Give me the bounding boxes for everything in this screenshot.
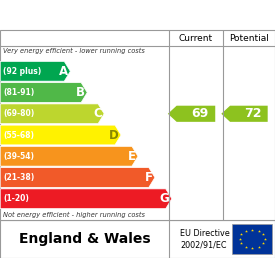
Polygon shape — [0, 146, 138, 166]
Text: B: B — [76, 86, 85, 99]
Text: Potential: Potential — [229, 34, 269, 43]
Text: (1-20): (1-20) — [3, 194, 29, 203]
Text: F: F — [145, 171, 153, 184]
Text: EU Directive
2002/91/EC: EU Directive 2002/91/EC — [180, 229, 230, 249]
Text: (92 plus): (92 plus) — [3, 67, 42, 76]
Text: Very energy efficient - lower running costs: Very energy efficient - lower running co… — [3, 48, 145, 54]
Text: E: E — [128, 150, 136, 163]
Bar — [232, 224, 272, 254]
Polygon shape — [0, 125, 121, 145]
Text: G: G — [160, 192, 170, 205]
Text: 72: 72 — [244, 107, 261, 120]
Text: 69: 69 — [191, 107, 208, 120]
Text: A: A — [59, 65, 68, 78]
Text: Not energy efficient - higher running costs: Not energy efficient - higher running co… — [3, 212, 145, 218]
Polygon shape — [0, 83, 87, 102]
Polygon shape — [168, 106, 215, 122]
Text: (21-38): (21-38) — [3, 173, 35, 182]
Text: (55-68): (55-68) — [3, 131, 34, 140]
Text: (39-54): (39-54) — [3, 152, 34, 161]
Polygon shape — [0, 189, 172, 209]
Polygon shape — [0, 104, 104, 124]
Polygon shape — [221, 106, 268, 122]
Text: D: D — [109, 128, 119, 141]
Text: Current: Current — [179, 34, 213, 43]
Text: (69-80): (69-80) — [3, 109, 35, 118]
Polygon shape — [0, 61, 70, 81]
Text: England & Wales: England & Wales — [19, 232, 150, 246]
Text: Energy Efficiency Rating: Energy Efficiency Rating — [46, 8, 229, 21]
Text: C: C — [93, 107, 102, 120]
Text: (81-91): (81-91) — [3, 88, 35, 97]
Polygon shape — [0, 168, 155, 187]
